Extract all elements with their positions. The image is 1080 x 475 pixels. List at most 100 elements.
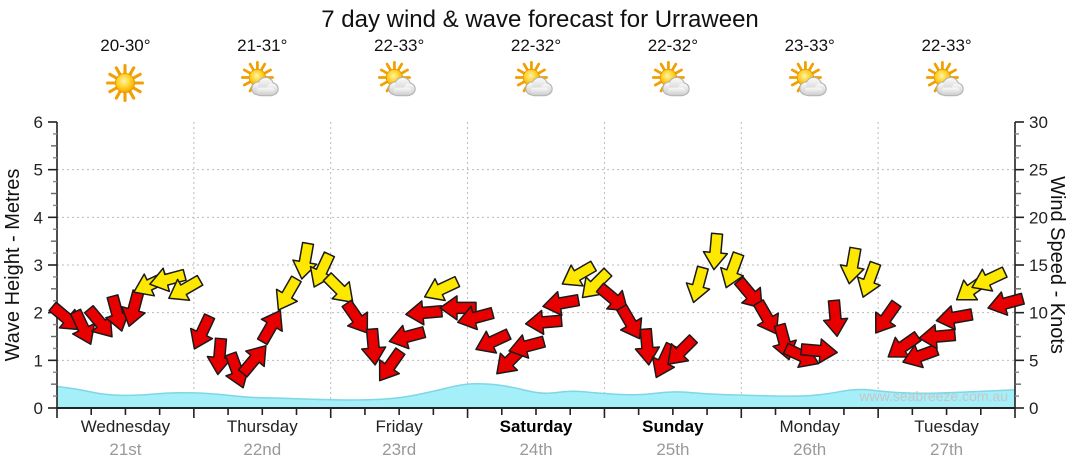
temp-range: 22-32° bbox=[647, 36, 698, 55]
wind-arrow bbox=[121, 289, 146, 328]
axes: 0 1 2 3 4 5 6 0 5 10 15 20 25 30 bbox=[34, 113, 1048, 418]
temp-range: 20-30° bbox=[100, 36, 151, 55]
wind-arrow bbox=[149, 267, 187, 293]
day-name: Sunday bbox=[642, 417, 704, 436]
day-name: Wednesday bbox=[80, 417, 171, 436]
day-label: Monday 26th bbox=[741, 417, 878, 460]
day-summary: 22-32° bbox=[604, 36, 741, 105]
wind-arrow bbox=[405, 300, 443, 326]
day-label: Tuesday 27th bbox=[878, 417, 1015, 460]
day-summary: 23-33° bbox=[741, 36, 878, 105]
wave-height-area bbox=[57, 383, 1015, 408]
wind-axis-tick-label: 0 bbox=[1029, 399, 1038, 418]
wave-axis-tick-label: 5 bbox=[34, 161, 43, 180]
wind-arrow bbox=[874, 299, 902, 334]
wind-arrow bbox=[667, 334, 699, 365]
day-label: Saturday 24th bbox=[468, 417, 605, 460]
wind-axis-tick-label: 15 bbox=[1029, 256, 1048, 275]
wave-axis-tick-label: 6 bbox=[34, 113, 43, 132]
wind-arrow bbox=[237, 344, 267, 378]
wave-height-line bbox=[56, 382, 1016, 401]
day-label: Friday 23rd bbox=[331, 417, 468, 460]
temp-range: 21-31° bbox=[237, 36, 288, 55]
day-date: 26th bbox=[793, 440, 827, 459]
wind-arrow bbox=[987, 291, 1025, 316]
wind-arrow bbox=[839, 246, 865, 285]
wind-arrow bbox=[423, 275, 461, 302]
wind-arrow bbox=[322, 272, 354, 303]
day-name: Friday bbox=[375, 417, 423, 436]
wind-arrow bbox=[524, 309, 563, 336]
wind-arrow bbox=[887, 330, 922, 358]
day-summary: 22-32° bbox=[468, 36, 605, 105]
wind-arrow bbox=[83, 304, 113, 338]
wind-arrow bbox=[542, 290, 581, 317]
wind-arrow bbox=[752, 299, 780, 335]
wind-axis-tick-label: 30 bbox=[1029, 113, 1048, 132]
day-name: Saturday bbox=[499, 417, 573, 436]
temp-range: 22-33° bbox=[374, 36, 425, 55]
wind-arrow bbox=[378, 347, 406, 382]
page-title: 7 day wind & wave forecast for Urraween bbox=[321, 6, 759, 33]
day-summary: 22-33° bbox=[331, 36, 468, 105]
wind-arrow bbox=[360, 327, 387, 366]
wind-arrow bbox=[275, 275, 302, 311]
wave-axis-tick-label: 4 bbox=[34, 208, 43, 227]
wind-arrow bbox=[508, 334, 546, 359]
wave-axis-title: Wave Height - Metres bbox=[2, 168, 24, 362]
wind-axis-tick-label: 5 bbox=[1029, 351, 1038, 370]
day-date: 23rd bbox=[382, 440, 417, 459]
wind-axis-tick-label: 10 bbox=[1029, 304, 1048, 323]
day-date: 21st bbox=[109, 440, 142, 459]
day-name: Monday bbox=[779, 417, 840, 436]
wave-axis-tick-label: 3 bbox=[34, 256, 43, 275]
wave-axis-tick-label: 2 bbox=[34, 304, 43, 323]
wind-arrow bbox=[935, 305, 974, 331]
wind-arrow bbox=[719, 251, 745, 289]
wave-axis-tick-label: 1 bbox=[34, 351, 43, 370]
wind-arrow bbox=[341, 299, 369, 334]
wind-arrow bbox=[971, 266, 1008, 292]
wind-axis-tick-label: 25 bbox=[1029, 161, 1048, 180]
day-date: 25th bbox=[656, 440, 690, 459]
wind-arrow bbox=[69, 308, 96, 345]
temp-range: 22-33° bbox=[921, 36, 972, 55]
wind-axis-title: Wind Speed - Knots bbox=[1046, 176, 1068, 354]
wind-arrow bbox=[685, 265, 711, 304]
wind-arrow bbox=[439, 295, 477, 321]
wind-arrow bbox=[475, 328, 512, 354]
wind-arrow bbox=[456, 305, 495, 331]
day-summary: 22-33° bbox=[878, 36, 1015, 105]
x-axis-day-labels: Wednesday 21st Thursday 22nd Friday 23rd… bbox=[57, 417, 1015, 460]
wind-arrow bbox=[561, 260, 598, 287]
day-summary: 20-30° bbox=[57, 36, 194, 105]
temp-range: 22-32° bbox=[510, 36, 562, 55]
day-label: Thursday 22nd bbox=[194, 417, 331, 460]
day-date: 24th bbox=[519, 440, 553, 459]
day-name: Tuesday bbox=[914, 417, 979, 436]
day-date: 27th bbox=[930, 440, 964, 459]
wind-arrow bbox=[856, 260, 882, 298]
wind-arrow bbox=[616, 303, 643, 340]
wind-arrow bbox=[189, 313, 216, 350]
wind-arrow bbox=[256, 309, 283, 346]
wind-arrow bbox=[634, 327, 661, 366]
daily-summary-row: 20-30° 21-31° 22-33° 22-32° 22-32° 23-33… bbox=[57, 36, 1015, 105]
wind-arrow bbox=[733, 276, 763, 309]
day-summary: 21-31° bbox=[194, 36, 331, 105]
wind-arrow bbox=[800, 338, 838, 364]
wind-arrow bbox=[702, 232, 729, 271]
wind-arrow bbox=[388, 324, 427, 350]
wind-arrow bbox=[168, 274, 204, 301]
wind-arrow bbox=[822, 299, 849, 338]
day-label: Sunday 25th bbox=[604, 417, 741, 460]
day-name: Thursday bbox=[226, 417, 298, 436]
temp-range: 23-33° bbox=[784, 36, 835, 55]
watermark: www.seabreeze.com.au bbox=[858, 388, 1008, 404]
wind-axis-tick-label: 20 bbox=[1029, 208, 1048, 227]
wind-arrows bbox=[48, 232, 1025, 389]
wind-arrow bbox=[918, 323, 957, 350]
day-date: 22nd bbox=[243, 440, 282, 459]
